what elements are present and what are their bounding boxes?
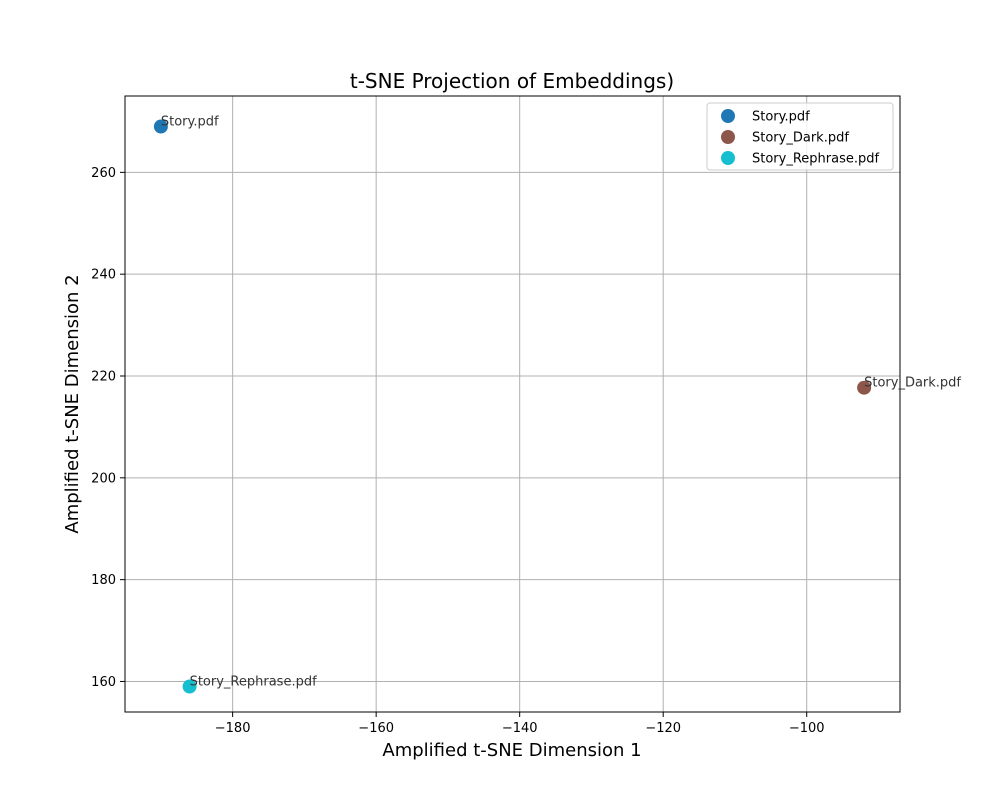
plot-frame: [124, 95, 901, 713]
data-point-label: Story_Rephrase.pdf: [190, 675, 317, 690]
x-tick-label: −100: [789, 721, 825, 736]
legend: Story.pdf Story_Dark.pdf Story_Rephrase.pd…: [706, 102, 894, 171]
legend-marker: [721, 109, 735, 123]
y-axis-label: Amplified t-SNE Dimension 2: [62, 274, 83, 533]
x-tick-label: −120: [645, 721, 681, 736]
data-point-label: Story_Dark.pdf: [864, 376, 961, 391]
legend-entry: Story_Rephrase.pdf: [752, 152, 879, 167]
y-tick-label: 220: [91, 370, 116, 385]
x-tick-label: −140: [502, 721, 538, 736]
point-layer: Story.pdf Story_Dark.pdf Story_Rephrase.pd…: [153, 115, 961, 694]
y-tick-label: 260: [91, 166, 116, 181]
x-tick-label: −180: [215, 721, 251, 736]
legend-entry: Story_Dark.pdf: [752, 131, 849, 146]
y-tick-label: 160: [91, 675, 116, 690]
data-point-label: Story.pdf: [161, 115, 219, 130]
legend-marker: [721, 130, 735, 144]
x-axis-label: Amplified t-SNE Dimension 1: [382, 740, 641, 761]
legend-marker: [721, 151, 735, 165]
tick-layer: −180 −160 −140 −120 −100 160 180 200 220 240 260: [91, 166, 824, 736]
legend-entry: Story.pdf: [752, 110, 810, 125]
data-point: [182, 679, 197, 694]
legend-box: [706, 102, 894, 171]
grid-layer: [125, 96, 900, 712]
data-point: [153, 119, 168, 134]
x-tick-label: −160: [358, 721, 394, 736]
y-tick-label: 240: [91, 268, 116, 283]
y-tick-label: 180: [91, 573, 116, 588]
chart-title: t-SNE Projection of Embeddings): [350, 69, 674, 93]
data-point: [857, 380, 872, 395]
y-tick-label: 200: [91, 471, 116, 486]
